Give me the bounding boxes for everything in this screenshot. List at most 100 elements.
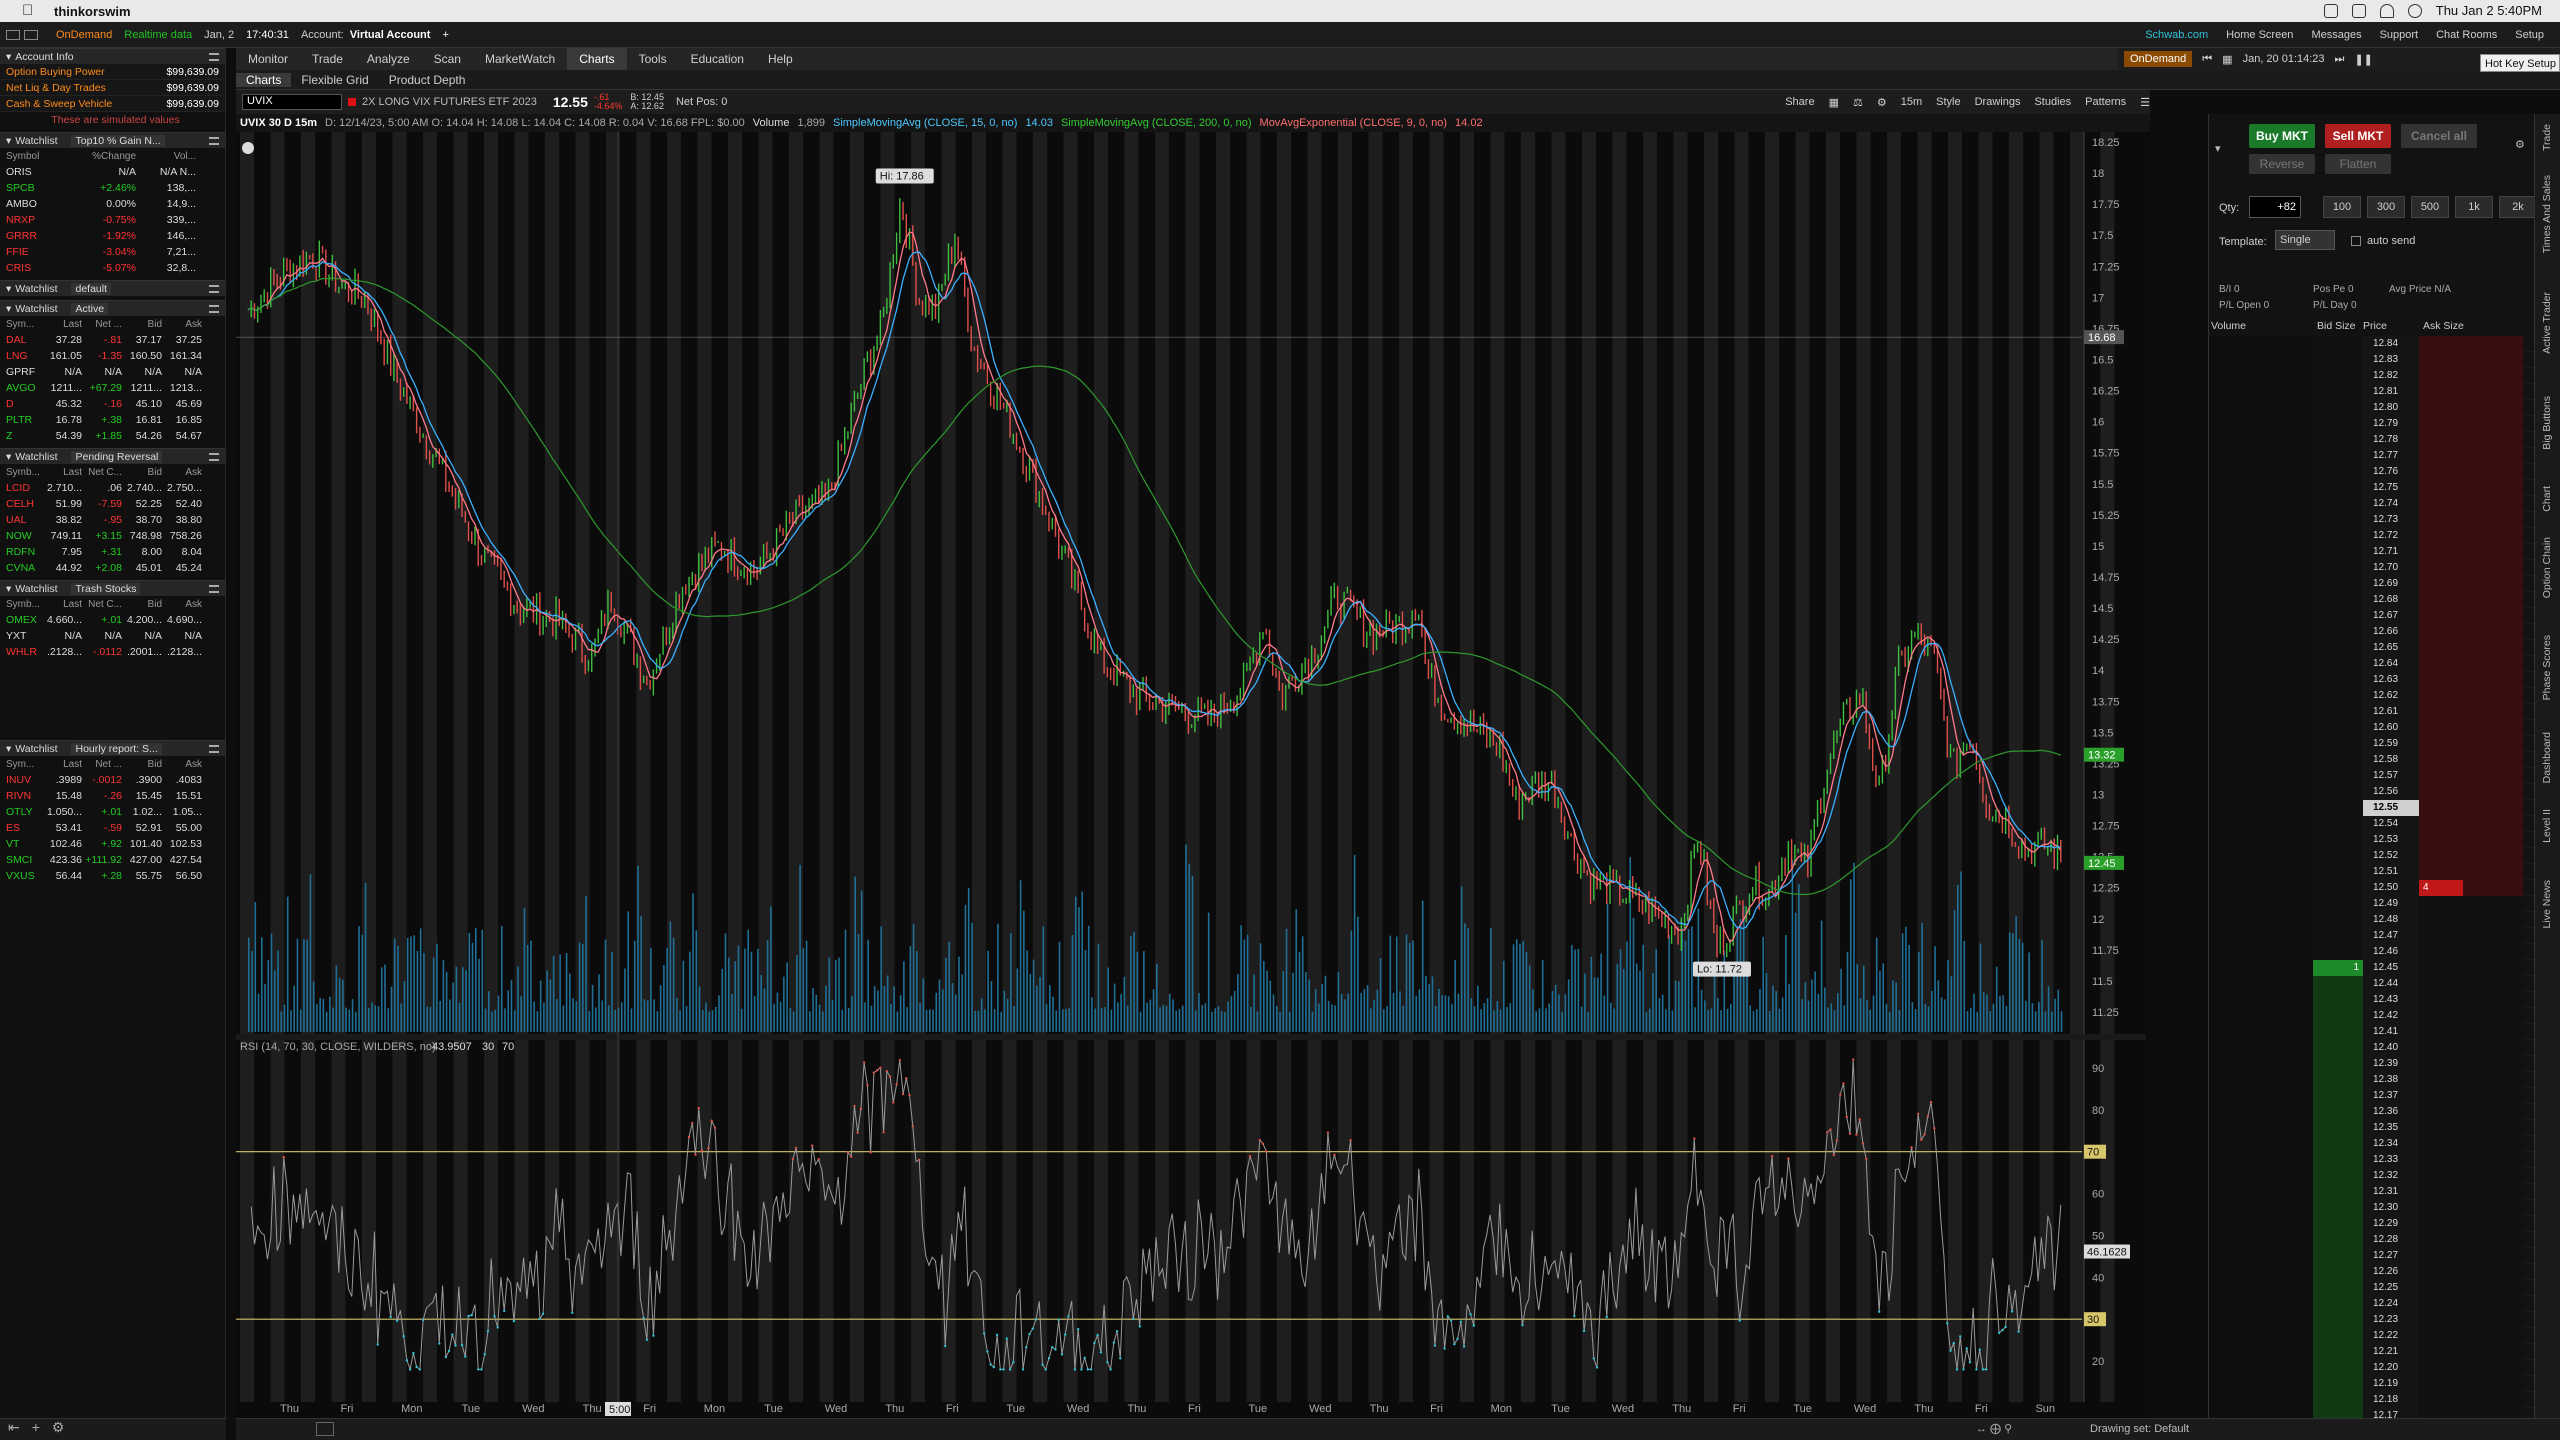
- volume-cell[interactable]: [2209, 448, 2313, 464]
- collapse-icon[interactable]: ▾: [6, 282, 12, 295]
- bid-size-cell[interactable]: [2313, 336, 2363, 352]
- ask-size-cell[interactable]: [2419, 848, 2523, 864]
- window-controls[interactable]: [0, 29, 50, 40]
- price-cell[interactable]: 12.58: [2363, 752, 2419, 768]
- ladder-row[interactable]: 12.21: [2209, 1344, 2535, 1360]
- ask-size-cell[interactable]: [2419, 704, 2523, 720]
- volume-cell[interactable]: [2209, 656, 2313, 672]
- price-cell[interactable]: 12.34: [2363, 1136, 2419, 1152]
- sma15-study[interactable]: SimpleMovingAvg (CLOSE, 15, 0, no): [832, 117, 1018, 129]
- price-cell[interactable]: 12.26: [2363, 1264, 2419, 1280]
- setup-link[interactable]: Setup: [2515, 28, 2544, 41]
- ask-size-cell[interactable]: [2419, 368, 2523, 384]
- price-cell[interactable]: 12.80: [2363, 400, 2419, 416]
- menu-icon[interactable]: [209, 136, 219, 145]
- ask-size-cell[interactable]: [2419, 1120, 2523, 1136]
- ask-size-cell[interactable]: [2419, 912, 2523, 928]
- volume-cell[interactable]: [2209, 432, 2313, 448]
- bid-size-cell[interactable]: [2313, 768, 2363, 784]
- side-tab-times-and-sales[interactable]: Times And Sales: [2541, 175, 2553, 254]
- ema-line[interactable]: [247, 231, 2062, 944]
- watchlist-row[interactable]: UAL 38.82 -.95 38.70 38.80: [0, 512, 225, 528]
- pause-icon[interactable]: ❚❚: [2354, 53, 2373, 66]
- nav-tab-analyze[interactable]: Analyze: [366, 52, 410, 66]
- bid-size-cell[interactable]: [2313, 1120, 2363, 1136]
- watchlist-name-select[interactable]: Active: [71, 302, 109, 315]
- bid-size-cell[interactable]: [2313, 1296, 2363, 1312]
- side-tab-big-buttons[interactable]: Big Buttons: [2541, 395, 2553, 450]
- side-tab-level-ii[interactable]: Level II: [2541, 809, 2553, 844]
- price-cell[interactable]: 12.19: [2363, 1376, 2419, 1392]
- price-cell[interactable]: 12.29: [2363, 1216, 2419, 1232]
- ladder-row[interactable]: 12.43: [2209, 992, 2535, 1008]
- volume-cell[interactable]: [2209, 848, 2313, 864]
- ladder-row[interactable]: 12.32: [2209, 1168, 2535, 1184]
- qty-preset-button[interactable]: 500: [2411, 196, 2449, 218]
- price-cell[interactable]: 12.21: [2363, 1344, 2419, 1360]
- ask-size-cell[interactable]: [2419, 1136, 2523, 1152]
- bid-size-cell[interactable]: [2313, 528, 2363, 544]
- ask-size-cell[interactable]: [2419, 336, 2523, 352]
- ladder-row[interactable]: 12.44: [2209, 976, 2535, 992]
- symbol-input[interactable]: UVIX: [242, 94, 342, 110]
- zoom-icons[interactable]: ↔ ⨁ ⚲: [1976, 1423, 2013, 1435]
- ladder-row[interactable]: 12.24: [2209, 1296, 2535, 1312]
- ladder-row[interactable]: 12.75: [2209, 480, 2535, 496]
- volume-cell[interactable]: [2209, 1264, 2313, 1280]
- messages-link[interactable]: Messages: [2311, 28, 2362, 41]
- menu-icon[interactable]: [209, 744, 219, 753]
- column-header[interactable]: Symbol: [6, 150, 40, 162]
- watchlist-row[interactable]: RDFN 7.95 +.31 8.00 8.04: [0, 544, 225, 560]
- ask-size-cell[interactable]: [2419, 608, 2523, 624]
- template-select[interactable]: Single: [2275, 230, 2335, 250]
- volume-cell[interactable]: [2209, 352, 2313, 368]
- ask-size-cell[interactable]: [2419, 1152, 2523, 1168]
- ladder-row[interactable]: 12.81: [2209, 384, 2535, 400]
- collapse-icon[interactable]: ▾: [6, 450, 12, 463]
- ladder-row[interactable]: 12.40: [2209, 1040, 2535, 1056]
- price-cell[interactable]: 12.23: [2363, 1312, 2419, 1328]
- bid-size-cell[interactable]: [2313, 1040, 2363, 1056]
- ask-size-cell[interactable]: [2419, 352, 2523, 368]
- watchlist-row[interactable]: LCID 2.710... .06 2.740... 2.750...: [0, 480, 225, 496]
- volume-cell[interactable]: [2209, 816, 2313, 832]
- ask-size-cell[interactable]: [2419, 624, 2523, 640]
- volume-cell[interactable]: [2209, 480, 2313, 496]
- volume-cell[interactable]: [2209, 976, 2313, 992]
- price-cell[interactable]: 12.72: [2363, 528, 2419, 544]
- ask-size-cell[interactable]: [2419, 560, 2523, 576]
- ask-size-cell[interactable]: [2419, 640, 2523, 656]
- column-header[interactable]: Symb...: [6, 466, 40, 478]
- ladder-row[interactable]: 12.58: [2209, 752, 2535, 768]
- price-cell[interactable]: 12.47: [2363, 928, 2419, 944]
- price-cell[interactable]: 12.44: [2363, 976, 2419, 992]
- reverse-button[interactable]: Reverse: [2249, 154, 2315, 174]
- price-cell[interactable]: 12.50: [2363, 880, 2419, 896]
- bid-size-cell[interactable]: [2313, 1376, 2363, 1392]
- ask-size-cell[interactable]: [2419, 1184, 2523, 1200]
- column-header[interactable]: Net ...: [95, 758, 122, 770]
- bid-size-cell[interactable]: [2313, 896, 2363, 912]
- price-cell[interactable]: 12.74: [2363, 496, 2419, 512]
- watchlist-row[interactable]: PLTR 16.78 +.38 16.81 16.85: [0, 412, 225, 428]
- ask-size-cell[interactable]: [2419, 1360, 2523, 1376]
- ladder-row[interactable]: 12.71: [2209, 544, 2535, 560]
- watchlist-row[interactable]: SPCB +2.46% 138,...: [0, 180, 225, 196]
- price-cell[interactable]: 12.25: [2363, 1280, 2419, 1296]
- bid-size-cell[interactable]: [2313, 1152, 2363, 1168]
- volume-cell[interactable]: [2209, 624, 2313, 640]
- ladder-row[interactable]: 12.69: [2209, 576, 2535, 592]
- ask-size-cell[interactable]: [2419, 384, 2523, 400]
- ladder-row[interactable]: 12.37: [2209, 1088, 2535, 1104]
- ask-size-cell[interactable]: [2419, 1056, 2523, 1072]
- home-screen-link[interactable]: Home Screen: [2226, 28, 2294, 41]
- volume-cell[interactable]: [2209, 1216, 2313, 1232]
- ladder-row[interactable]: 12.47: [2209, 928, 2535, 944]
- price-cell[interactable]: 12.37: [2363, 1088, 2419, 1104]
- drawing-set-label[interactable]: Drawing set: Default: [2090, 1423, 2190, 1435]
- ask-size-cell[interactable]: [2419, 1232, 2523, 1248]
- layout-icon[interactable]: [24, 29, 38, 40]
- ask-size-cell[interactable]: [2419, 864, 2523, 880]
- watchlist-row[interactable]: CELH 51.99 -7.59 52.25 52.40: [0, 496, 225, 512]
- watchlist-header[interactable]: ▾ Watchlist Active: [0, 300, 225, 316]
